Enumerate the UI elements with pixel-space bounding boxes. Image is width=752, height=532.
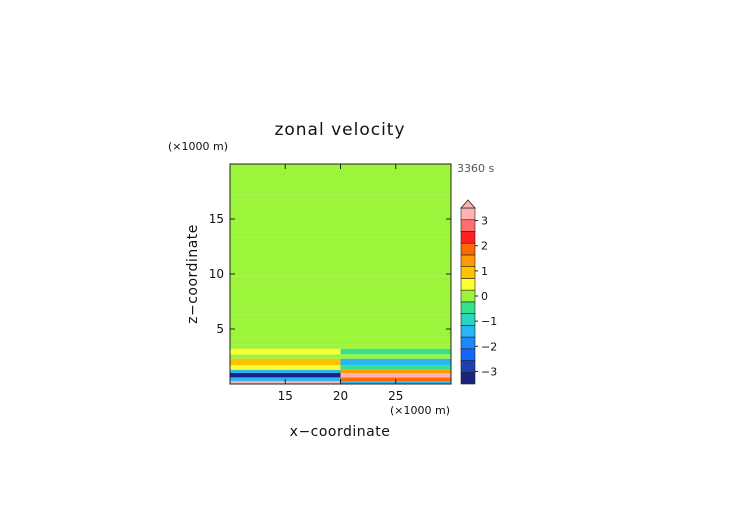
colorbar-segment — [460, 336, 476, 350]
y-tick-label: 5 — [216, 322, 224, 336]
heatmap-band-left-10 — [230, 314, 341, 338]
y-unit-label: (×1000 m) — [168, 140, 228, 153]
heatmap-band-right-14 — [340, 164, 451, 195]
x-axis-label: x−coordinate — [290, 424, 391, 440]
y-axis: 5 10 15 — [209, 212, 451, 336]
heatmap-band-left-5 — [230, 358, 341, 366]
heatmap-band-left-2 — [230, 373, 341, 378]
time-label: 3360 s — [457, 162, 494, 175]
heatmap-band-right-11 — [340, 276, 451, 315]
colorbar: 3 2 1 0 −1 −2 −3 — [460, 199, 497, 385]
chart-title: zonal velocity — [274, 120, 405, 140]
colorbar-segment — [460, 278, 476, 291]
colorbar-segment — [460, 313, 476, 326]
x-tick-label: 15 — [278, 389, 293, 403]
heatmap-band-left-9 — [230, 337, 341, 345]
colorbar-tick-label: 2 — [481, 240, 488, 253]
heatmap-band-right-9 — [340, 337, 451, 345]
heatmap-band-left-13 — [230, 194, 341, 238]
heatmap-band-right-4 — [340, 365, 451, 370]
heatmap-band-left-12 — [230, 237, 341, 277]
colorbar-tick-label: −3 — [481, 365, 497, 378]
colorbar-extend-arrow — [460, 199, 476, 209]
heatmap-band-left-4 — [230, 365, 341, 370]
y-tick-label: 15 — [209, 212, 224, 226]
heatmap-band-right-8 — [340, 344, 451, 349]
x-tick-label: 25 — [388, 389, 403, 403]
colorbar-segment — [460, 254, 476, 267]
heatmap-field — [230, 164, 451, 384]
colorbar-segment — [460, 360, 476, 373]
colorbar-tick-label: 1 — [481, 265, 488, 278]
colorbar-segment — [460, 207, 476, 221]
colorbar-segment — [460, 371, 476, 385]
heatmap-band-right-13 — [340, 194, 451, 238]
colorbar-segment — [460, 242, 476, 256]
x-tick-label: 20 — [333, 389, 348, 403]
y-axis-label: z−coordinate — [185, 224, 201, 324]
colorbar-segment — [460, 289, 476, 303]
x-axis: 15 20 25 — [278, 164, 403, 403]
colorbar-segment — [460, 301, 476, 314]
x-unit-label: (×1000 m) — [390, 404, 450, 417]
heatmap-band-right-5 — [340, 358, 451, 366]
colorbar-segment — [460, 348, 476, 361]
colorbar-tick-label: −1 — [481, 315, 497, 328]
y-tick-label: 10 — [209, 267, 224, 281]
colorbar-segment — [460, 266, 476, 279]
colorbar-segment — [460, 231, 476, 244]
heatmap-band-right-12 — [340, 237, 451, 277]
heatmap-band-right-2 — [340, 373, 451, 378]
heatmap-band-left-11 — [230, 276, 341, 315]
heatmap-band-left-14 — [230, 164, 341, 195]
heatmap-band-left-8 — [230, 344, 341, 349]
heatmap-band-left-3 — [230, 369, 341, 373]
colorbar-tick-label: −2 — [481, 340, 497, 353]
heatmap-band-right-3 — [340, 369, 451, 373]
colorbar-segment — [460, 325, 476, 338]
heatmap-band-right-7 — [340, 348, 451, 355]
colorbar-tick-label: 0 — [481, 290, 488, 303]
heatmap-band-right-10 — [340, 314, 451, 338]
heatmap-band-left-7 — [230, 348, 341, 355]
heatmap-band-left-6 — [230, 354, 341, 359]
heatmap-band-right-6 — [340, 354, 451, 359]
colorbar-tick-label: 3 — [481, 215, 488, 228]
colorbar-segment — [460, 219, 476, 232]
